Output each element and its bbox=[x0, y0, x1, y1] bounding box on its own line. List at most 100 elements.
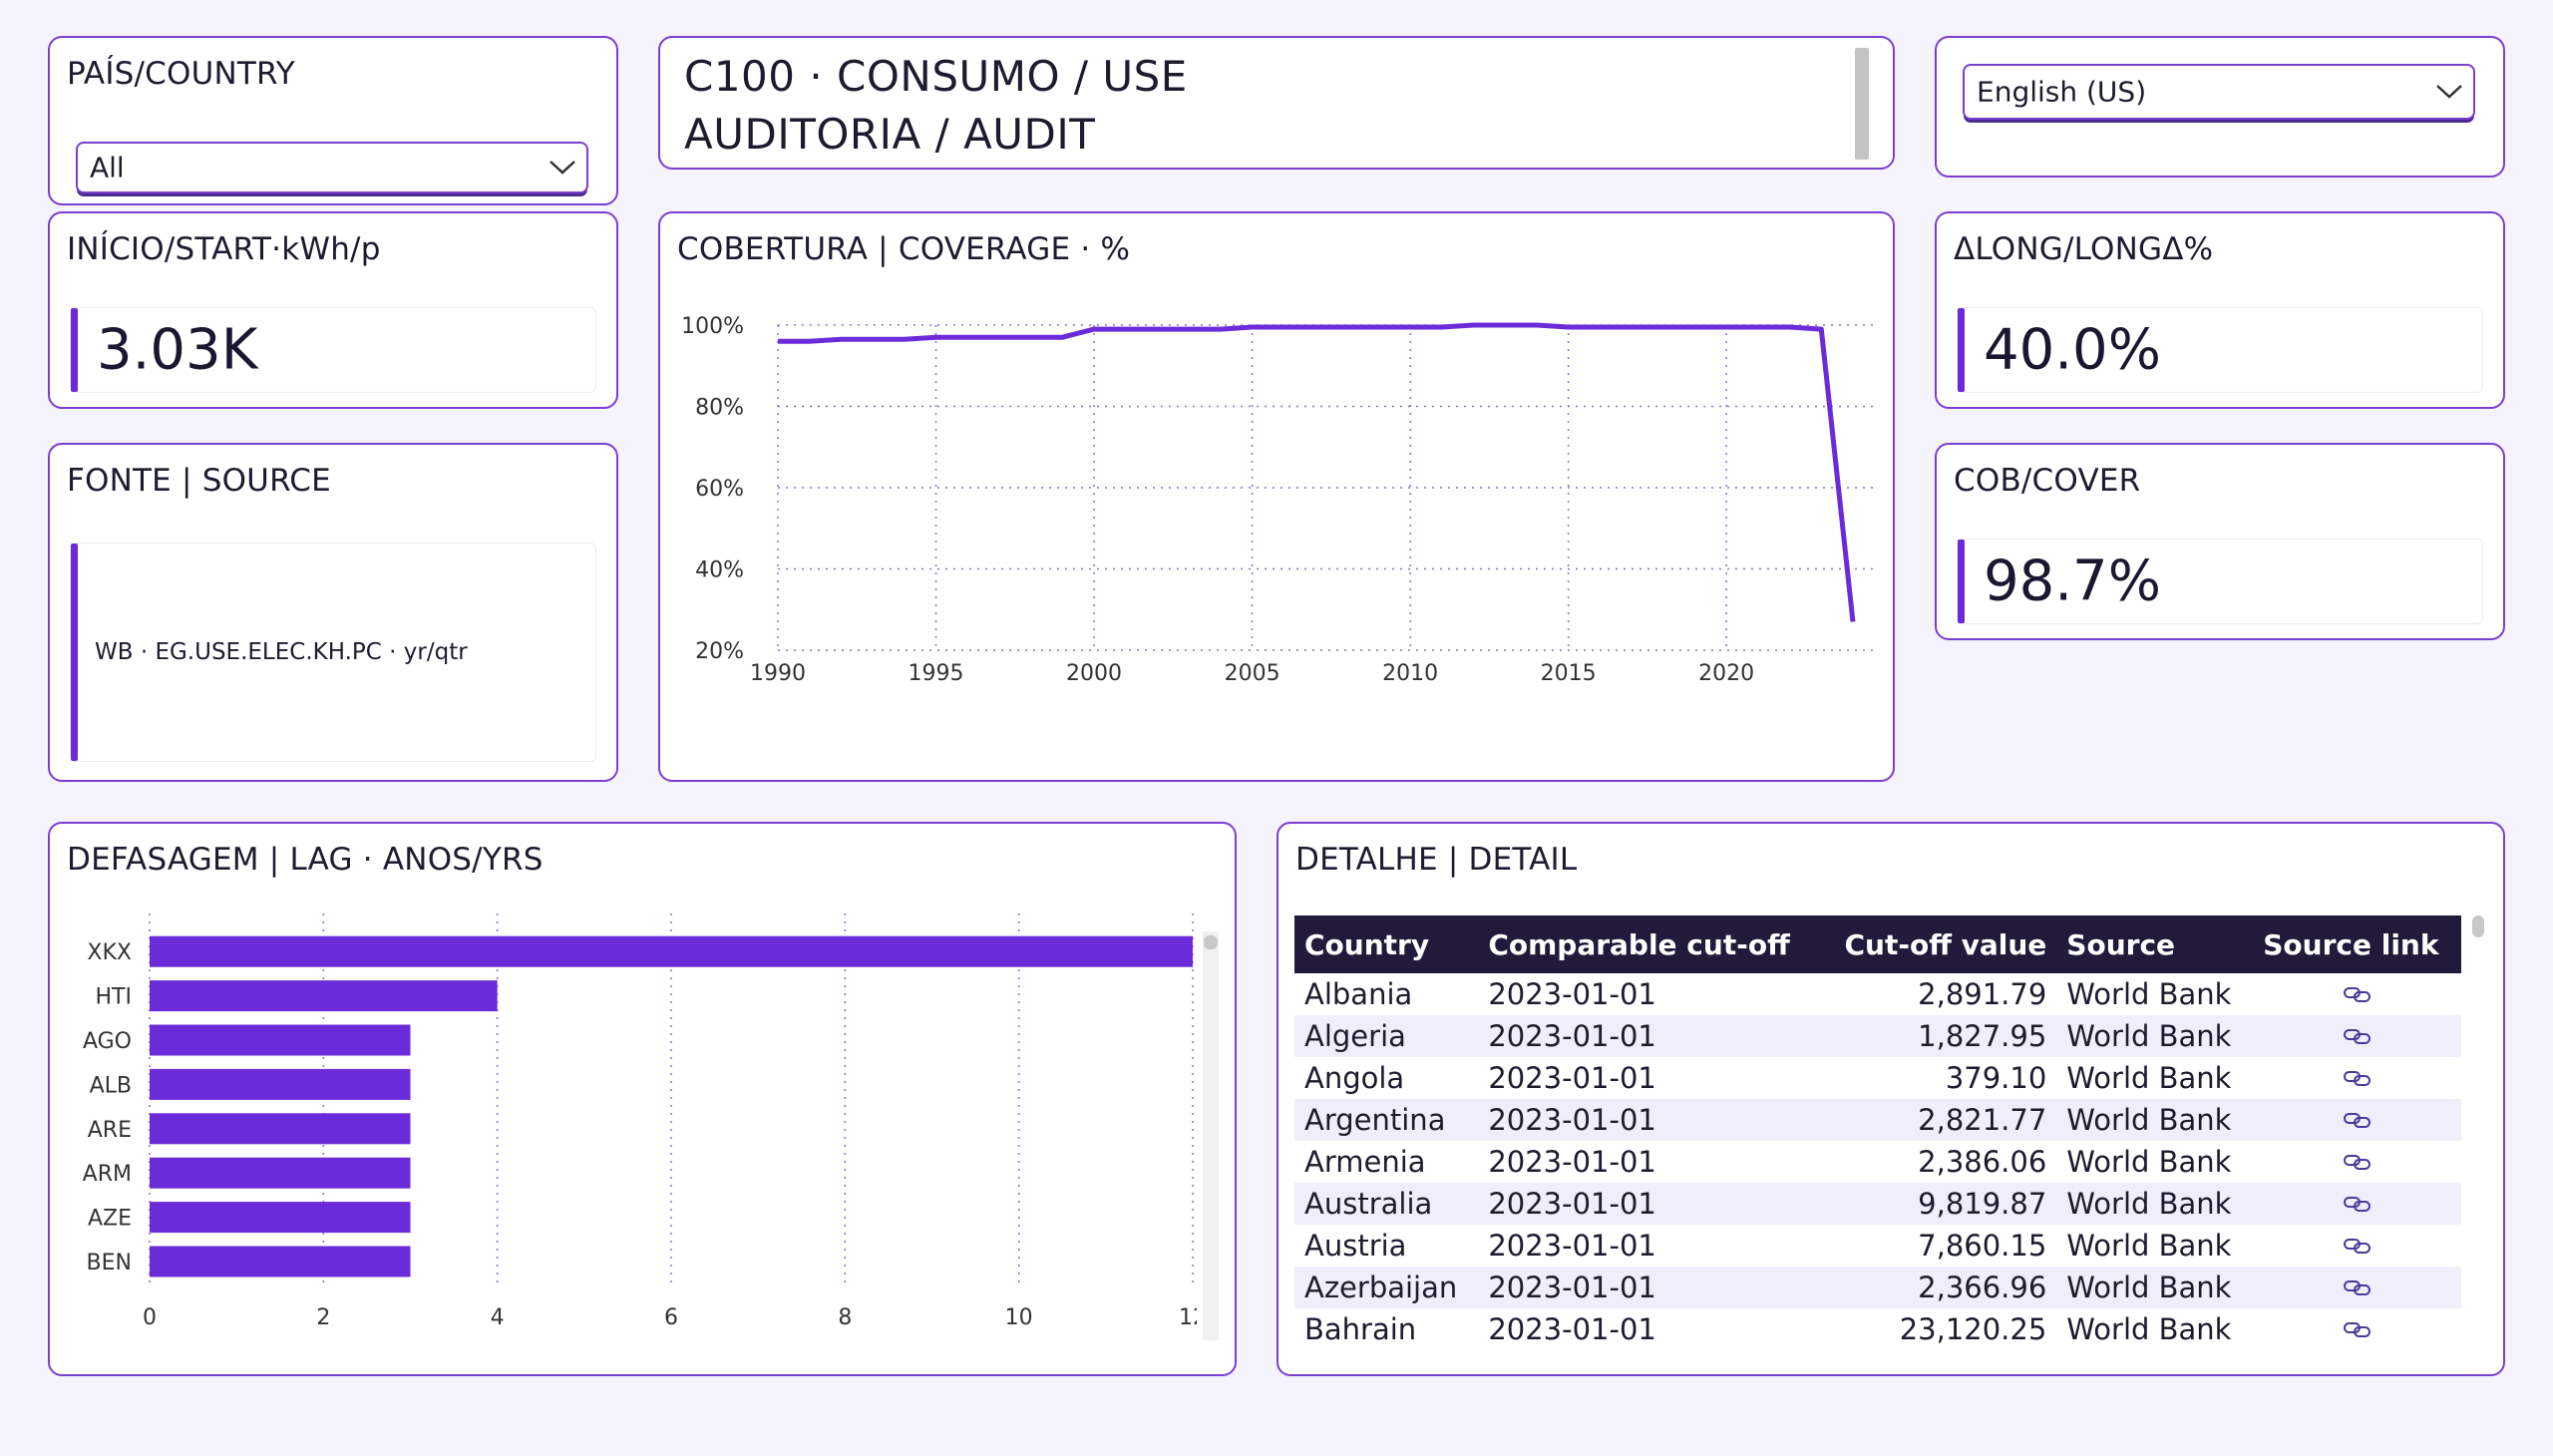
kpi-accent-bar bbox=[1958, 308, 1965, 392]
country-select[interactable]: All bbox=[76, 142, 588, 193]
kpi-cover-box: 98.7% bbox=[1957, 539, 2483, 624]
link-icon[interactable] bbox=[2343, 1277, 2372, 1297]
link-icon[interactable] bbox=[2343, 1068, 2372, 1088]
link-icon[interactable] bbox=[2343, 1236, 2372, 1256]
category-label: XKX bbox=[87, 940, 132, 965]
lag-bar[interactable] bbox=[150, 1157, 411, 1189]
y-tick-label: 60% bbox=[695, 477, 744, 502]
kpi-long-card: ΔLONG/LONGΔ% 40.0% bbox=[1935, 211, 2505, 409]
kpi-start-box: 3.03K bbox=[70, 307, 596, 393]
cutoff-value-cell: 2,386.06 bbox=[1918, 1145, 2047, 1179]
link-icon[interactable] bbox=[2343, 984, 2372, 1004]
chevron-down-icon bbox=[549, 161, 575, 175]
kpi-long-title: ΔLONG/LONGΔ% bbox=[1954, 231, 2214, 267]
table-row: Azerbaijan 2023-01-01 2,366.96 World Bank bbox=[1294, 1267, 2461, 1308]
source-cell: World Bank bbox=[2056, 1015, 2254, 1057]
page-header-card: C100 · CONSUMO / USE AUDITORIA / AUDIT bbox=[658, 36, 1895, 170]
country-cell: Angola bbox=[1304, 1061, 1405, 1095]
x-tick-label: 4 bbox=[491, 1305, 505, 1330]
lag-bar-chart: 0 2 4 6 8 10 12 XKX HTI AGO ALB ARE ARM AZE BEN bbox=[83, 913, 1197, 1330]
lag-bar[interactable] bbox=[150, 1113, 411, 1145]
x-tick-label: 1995 bbox=[909, 661, 964, 686]
column-header[interactable]: Country bbox=[1294, 915, 1479, 973]
language-select[interactable]: English (US) bbox=[1963, 64, 2475, 120]
x-tick-label: 8 bbox=[838, 1305, 852, 1330]
lag-chart-card: DEFASAGEM | LAG · ANOS/YRS 0 2 4 6 8 10 12 XKX H… bbox=[48, 822, 1237, 1376]
source-link-cell[interactable] bbox=[2253, 1267, 2461, 1308]
lag-chart-scrollbar[interactable] bbox=[1203, 931, 1219, 1340]
cutoff-value-cell: 2,366.96 bbox=[1820, 1267, 2057, 1308]
coverage-chart-card: COBERTURA | COVERAGE · % 20% 40% 60% 80% 100… bbox=[658, 211, 1895, 782]
cutoff-date-cell: 2023-01-01 bbox=[1488, 1312, 1656, 1346]
scroll-thumb[interactable] bbox=[2472, 915, 2484, 937]
cutoff-value-cell: 2,821.77 bbox=[1820, 1099, 2057, 1141]
detail-title: DETALHE | DETAIL bbox=[1295, 842, 1578, 878]
x-tick-label: 2000 bbox=[1066, 661, 1122, 686]
kpi-cover-card: COB/COVER 98.7% bbox=[1935, 443, 2505, 640]
language-select-value: English (US) bbox=[1977, 75, 2147, 109]
source-text: WB · EG.USE.ELEC.KH.PC · yr/qtr bbox=[95, 639, 468, 665]
category-label: BEN bbox=[87, 1251, 132, 1275]
column-header[interactable]: Source link bbox=[2253, 915, 2461, 973]
y-tick-label: 40% bbox=[695, 558, 744, 583]
category-label: ARE bbox=[88, 1118, 132, 1143]
cutoff-value-cell: 2,891.79 bbox=[1918, 977, 2047, 1011]
coverage-line-chart: 20% 40% 60% 80% 100% 1990 1995 2000 2005 2010 2015… bbox=[681, 314, 1873, 686]
country-cell: Albania bbox=[1304, 977, 1413, 1011]
header-scrollbar[interactable] bbox=[1855, 48, 1869, 160]
kpi-cover-title: COB/COVER bbox=[1954, 463, 2141, 499]
detail-table-scrollbar[interactable] bbox=[2471, 915, 2485, 1354]
column-header[interactable]: Comparable cut-off bbox=[1478, 915, 1821, 973]
cutoff-value-cell: 7,860.15 bbox=[1918, 1229, 2047, 1263]
source-link-cell[interactable] bbox=[2253, 1225, 2461, 1267]
cutoff-date-cell: 2023-01-01 bbox=[1478, 1015, 1821, 1057]
cutoff-date-cell: 2023-01-01 bbox=[1488, 1145, 1656, 1179]
link-icon[interactable] bbox=[2343, 1194, 2372, 1214]
source-link-cell[interactable] bbox=[2253, 973, 2461, 1015]
source-accent-bar bbox=[71, 544, 78, 761]
category-label: ALB bbox=[90, 1073, 132, 1098]
link-icon[interactable] bbox=[2343, 1026, 2372, 1046]
link-icon[interactable] bbox=[2343, 1152, 2372, 1172]
source-cell: World Bank bbox=[2066, 1145, 2232, 1179]
table-row: Austria 2023-01-01 7,860.15 World Bank bbox=[1294, 1225, 2461, 1267]
source-cell: World Bank bbox=[2066, 1312, 2232, 1346]
x-tick-label: 2015 bbox=[1541, 661, 1597, 686]
source-link-cell[interactable] bbox=[2253, 1099, 2461, 1141]
source-card: FONTE | SOURCE WB · EG.USE.ELEC.KH.PC · … bbox=[48, 443, 618, 782]
country-cell: Armenia bbox=[1304, 1145, 1426, 1179]
cutoff-date-cell: 2023-01-01 bbox=[1478, 1267, 1821, 1308]
table-row: Algeria 2023-01-01 1,827.95 World Bank bbox=[1294, 1015, 2461, 1057]
x-tick-label: 10 bbox=[1005, 1305, 1033, 1330]
source-link-cell[interactable] bbox=[2253, 1015, 2461, 1057]
link-icon[interactable] bbox=[2343, 1319, 2372, 1339]
column-header[interactable]: Source bbox=[2056, 915, 2254, 973]
kpi-start-value: 3.03K bbox=[97, 317, 258, 383]
source-link-cell[interactable] bbox=[2253, 1308, 2461, 1350]
lag-bar[interactable] bbox=[150, 935, 1193, 967]
country-cell: Azerbaijan bbox=[1294, 1267, 1479, 1308]
cutoff-value-cell: 9,819.87 bbox=[1820, 1183, 2057, 1225]
lag-bar[interactable] bbox=[150, 1068, 411, 1100]
source-link-cell[interactable] bbox=[2253, 1057, 2461, 1099]
source-box: WB · EG.USE.ELEC.KH.PC · yr/qtr bbox=[70, 543, 596, 762]
table-row: Albania 2023-01-01 2,891.79 World Bank bbox=[1294, 973, 2461, 1015]
lag-bar[interactable] bbox=[150, 1246, 411, 1277]
cutoff-date-cell: 2023-01-01 bbox=[1478, 1183, 1821, 1225]
source-link-cell[interactable] bbox=[2253, 1141, 2461, 1183]
page-subtitle: AUDITORIA / AUDIT bbox=[684, 110, 1096, 159]
lag-bar[interactable] bbox=[150, 980, 498, 1012]
source-title: FONTE | SOURCE bbox=[67, 463, 331, 499]
table-row: Bahrain 2023-01-01 23,120.25 World Bank bbox=[1294, 1308, 2461, 1350]
scroll-thumb[interactable] bbox=[1204, 935, 1218, 949]
link-icon[interactable] bbox=[2343, 1110, 2372, 1130]
source-link-cell[interactable] bbox=[2253, 1183, 2461, 1225]
country-cell: Austria bbox=[1304, 1229, 1407, 1263]
kpi-long-box: 40.0% bbox=[1957, 307, 2483, 393]
lag-bar[interactable] bbox=[150, 1024, 411, 1056]
column-header[interactable]: Cut-off value bbox=[1820, 915, 2057, 973]
lag-chart-title: DEFASAGEM | LAG · ANOS/YRS bbox=[67, 842, 544, 878]
lag-bar[interactable] bbox=[150, 1202, 411, 1234]
kpi-accent-bar bbox=[1958, 540, 1965, 623]
kpi-start-card: INÍCIO/START·kWh/p 3.03K bbox=[48, 211, 618, 409]
